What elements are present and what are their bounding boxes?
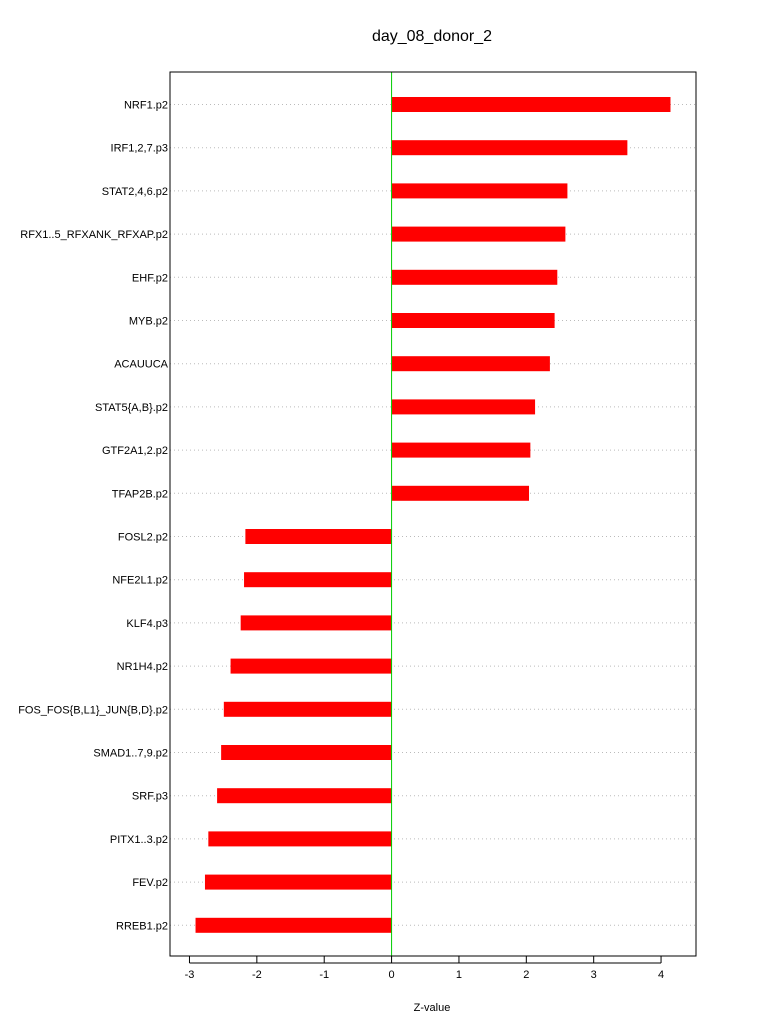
y-tick-label: STAT2,4,6.p2: [102, 186, 168, 198]
y-tick-label: FOSL2.p2: [118, 532, 168, 544]
bar: [391, 399, 536, 415]
x-tick-label: -3: [185, 969, 195, 981]
y-axis-labels: NRF1.p2 IRF1,2,7.p3 STAT2,4,6.p2 RFX1..5_RF…: [18, 100, 168, 933]
bars: [195, 97, 671, 933]
y-tick-label: TFAP2B.p2: [112, 488, 168, 500]
bar: [391, 183, 568, 199]
bar: [221, 745, 392, 760]
bar: [195, 917, 392, 933]
y-tick-label: FEV.p2: [132, 877, 168, 889]
y-tick-label: NR1H4.p2: [117, 661, 168, 673]
chart-title: day_08_donor_2: [372, 28, 492, 45]
y-tick-label: SRF.p3: [132, 791, 168, 803]
bar: [391, 140, 628, 156]
x-axis: -3 -2 -1 0 1 2 3 4: [185, 956, 664, 981]
y-tick-label: PITX1..3.p2: [110, 834, 168, 846]
y-tick-label: NFE2L1.p2: [112, 575, 168, 587]
bar: [391, 97, 671, 112]
x-tick-label: 1: [456, 969, 462, 981]
x-tick-label: -2: [252, 969, 262, 981]
y-tick-label: NRF1.p2: [124, 100, 168, 112]
y-tick-label: SMAD1..7,9.p2: [93, 748, 168, 760]
y-tick-label: RFX1..5_RFXANK_RFXAP.p2: [20, 229, 168, 241]
bar: [391, 485, 530, 501]
y-tick-label: GTF2A1,2.p2: [102, 445, 168, 457]
y-tick-label: RREB1.p2: [116, 920, 168, 932]
x-tick-label: 0: [389, 969, 395, 981]
bar: [240, 615, 392, 631]
y-tick-label: IRF1,2,7.p3: [111, 143, 168, 155]
x-axis-label: Z-value: [414, 1002, 451, 1014]
bar: [391, 269, 558, 285]
y-tick-label: FOS_FOS{B,L1}_JUN{B,D}.p2: [18, 704, 168, 716]
bar: [230, 658, 392, 674]
bar: [391, 313, 555, 328]
bar: [391, 442, 531, 458]
y-tick-label: ACAUUCA: [114, 359, 168, 371]
y-tick-label: MYB.p2: [129, 316, 168, 328]
bar: [245, 529, 392, 544]
plot-frame: [169, 71, 697, 957]
bar: [217, 788, 392, 804]
bar: [208, 831, 392, 847]
bar: [204, 874, 392, 890]
bar: [244, 572, 392, 588]
y-tick-label: KLF4.p3: [126, 618, 168, 630]
bar: [391, 356, 550, 372]
x-tick-label: 2: [523, 969, 529, 981]
y-tick-label: STAT5{A,B}.p2: [95, 402, 168, 414]
y-tick-label: EHF.p2: [132, 272, 168, 284]
bar: [223, 701, 392, 717]
x-tick-label: 4: [658, 969, 664, 981]
x-tick-label: -1: [319, 969, 329, 981]
x-tick-label: 3: [591, 969, 597, 981]
bar: [391, 226, 566, 242]
